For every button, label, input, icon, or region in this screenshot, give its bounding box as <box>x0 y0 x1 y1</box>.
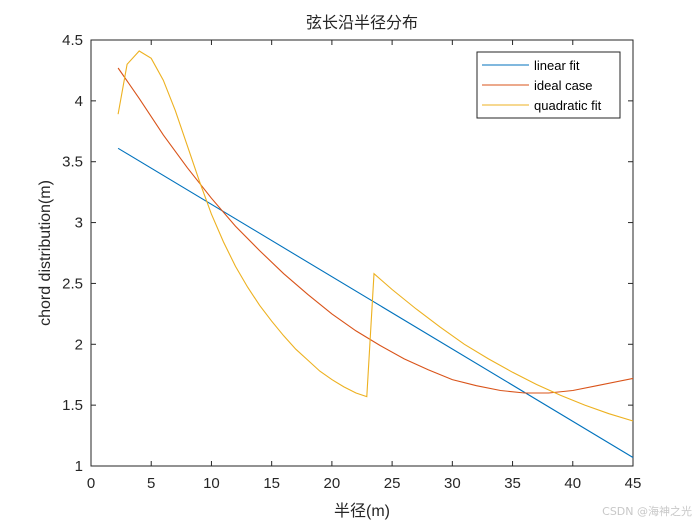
chart-title: 弦长沿半径分布 <box>306 13 418 32</box>
x-tick-label: 35 <box>504 475 521 492</box>
x-tick-label: 25 <box>384 475 401 492</box>
axis-ticks: 0 5 10 15 20 25 30 35 40 45 1 1.5 2 2.5 3 3.5 4 4.5 <box>62 32 641 492</box>
y-tick-label: 4.5 <box>62 32 83 49</box>
legend-label: quadratic fit <box>534 98 602 113</box>
watermark: CSDN @海神之光 <box>602 505 692 518</box>
x-tick-label: 40 <box>564 475 581 492</box>
series-line-quadratic-fit <box>117 50 634 422</box>
y-tick-label: 1.5 <box>62 397 83 414</box>
x-tick-label: 20 <box>324 475 341 492</box>
series-lines <box>117 50 634 458</box>
legend-label: linear fit <box>534 58 580 73</box>
y-tick-label: 2 <box>75 336 83 353</box>
y-tick-label: 4 <box>75 93 83 110</box>
y-axis-label: chord distribution(m) <box>37 180 54 326</box>
legend-label: ideal case <box>534 78 593 93</box>
x-axis-label: 半径(m) <box>334 502 390 520</box>
y-tick-label: 2.5 <box>62 275 83 292</box>
x-tick-label: 15 <box>263 475 280 492</box>
y-tick-label: 1 <box>75 458 83 475</box>
series-line-linear-fit <box>117 147 634 458</box>
x-tick-label: 5 <box>147 475 155 492</box>
y-tick-label: 3.5 <box>62 154 83 171</box>
x-tick-label: 30 <box>444 475 461 492</box>
y-tick-label: 3 <box>75 215 83 232</box>
x-tick-label: 0 <box>87 475 95 492</box>
x-tick-label: 10 <box>203 475 220 492</box>
legend: linear fit ideal case quadratic fit <box>476 51 621 119</box>
series-line-ideal-case <box>117 67 634 394</box>
x-tick-label: 45 <box>625 475 642 492</box>
